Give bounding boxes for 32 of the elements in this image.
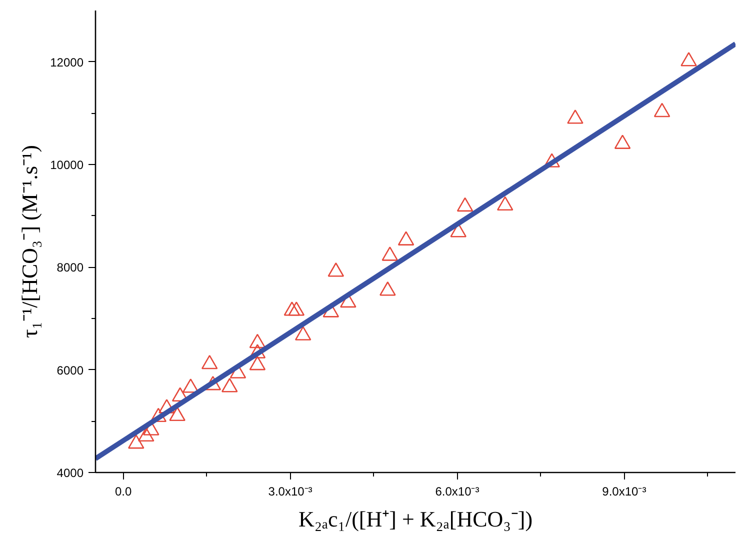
x-tick-label: 0.0 bbox=[114, 484, 132, 498]
point bbox=[680, 52, 697, 66]
point bbox=[654, 102, 670, 118]
y-tick-label: 8000 bbox=[56, 260, 84, 275]
x-axis-title: K₂ₐc₁/([H⁺] + K₂ₐ[HCO₃⁻]) bbox=[298, 506, 533, 532]
point bbox=[294, 326, 312, 340]
y-tick-label: 10000 bbox=[50, 158, 84, 172]
x-tick-label: 6.0x10⁻³ bbox=[435, 484, 480, 498]
point bbox=[456, 197, 474, 212]
point bbox=[496, 196, 514, 211]
point bbox=[128, 434, 144, 449]
point bbox=[284, 301, 300, 316]
point bbox=[221, 378, 238, 392]
point bbox=[249, 356, 266, 370]
x-tick-label: 3.0x10⁻³ bbox=[268, 484, 312, 498]
point bbox=[398, 231, 414, 246]
point bbox=[328, 262, 344, 277]
point bbox=[567, 110, 584, 124]
point bbox=[288, 301, 305, 316]
point bbox=[614, 134, 631, 149]
point bbox=[382, 246, 398, 261]
x-tick-label: 9.0x10⁻³ bbox=[602, 484, 646, 498]
y-tick-label: 6000 bbox=[56, 363, 84, 378]
point bbox=[182, 378, 199, 393]
point bbox=[169, 406, 186, 422]
y-axis-title: τ₁⁻¹/[HCO₃⁻] (M⁻¹.s⁻¹) bbox=[17, 145, 42, 338]
point bbox=[201, 354, 218, 370]
y-tick-label: 4000 bbox=[56, 466, 84, 480]
point bbox=[138, 427, 154, 442]
y-tick-label: 12000 bbox=[50, 55, 84, 70]
point bbox=[380, 281, 396, 296]
point bbox=[249, 334, 266, 348]
